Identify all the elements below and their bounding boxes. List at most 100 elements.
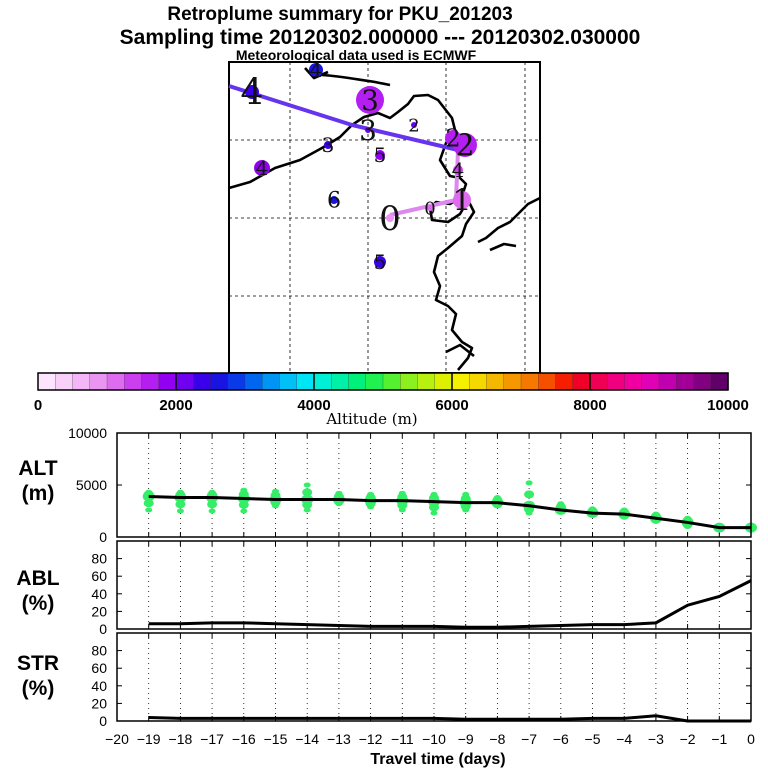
colorbar-cell [124, 372, 143, 391]
colorbar-cell [262, 372, 281, 391]
y-tick-label: 60 [91, 660, 107, 676]
colorbar-cell [227, 372, 246, 391]
x-tick-labels: −20 −19 −18 −17 −16 −15 −14 −13 −12 −11 −10 −9 −8 −7−… [105, 731, 755, 747]
colorbar-cell [313, 372, 332, 391]
altitude-scatter-dot [335, 490, 343, 496]
x-tick-label: −12 [359, 731, 383, 747]
colorbar-cell [193, 372, 212, 391]
altitude-scatter-dot [145, 489, 153, 495]
x-tick-label: −11 [391, 731, 414, 747]
x-tick-label: 0 [747, 731, 755, 747]
figure-title: Retroplume summary for PKU_201203 [167, 4, 512, 25]
altitude-scatter-dot [557, 501, 565, 507]
cluster-age-label: 4 [452, 158, 465, 182]
cluster-age-label: 5 [374, 143, 387, 167]
mean-track-main [228, 84, 459, 152]
colorbar-cell [486, 372, 505, 391]
cluster-dot [427, 205, 433, 211]
colorbar-cell [503, 372, 522, 391]
colorbar-cell [158, 372, 177, 391]
y-tick-label: 40 [91, 678, 107, 694]
colorbar-cell [572, 372, 591, 391]
y-tick-label: 10000 [68, 425, 107, 441]
colorbar-tick-label: 6000 [435, 397, 468, 414]
altitude-scatter-dot [176, 508, 184, 514]
x-tick-label: −9 [458, 731, 474, 747]
colorbar-cell [244, 372, 263, 391]
x-tick-label: −13 [327, 731, 351, 747]
altitude-scatter-dot [238, 490, 249, 499]
colorbar-cell [348, 372, 367, 391]
x-tick-label: −5 [585, 731, 601, 747]
cluster-dot [245, 85, 259, 99]
y-tick-label: 80 [91, 643, 107, 659]
altitude-scatter-dot [430, 491, 438, 497]
colorbar-cell [451, 372, 470, 391]
x-tick-label: −17 [200, 731, 224, 747]
cluster-dot [453, 191, 471, 209]
colorbar-cell [37, 372, 56, 391]
colorbar-cell [89, 372, 108, 391]
x-tick-label: −6 [553, 731, 569, 747]
y-tick-label: 0 [99, 713, 107, 729]
x-tick-label: −7 [521, 731, 537, 747]
x-tick-label: −16 [232, 731, 256, 747]
x-tick-label: −8 [489, 731, 505, 747]
colorbar-cell [175, 372, 194, 391]
sampling-time: Sampling time 20120302.000000 --- 201203… [120, 26, 641, 49]
altitude-scatter-dot [208, 489, 216, 495]
cluster-age-label: 2 [408, 115, 419, 136]
y-tick-label: 60 [91, 568, 107, 584]
colorbar-cell [624, 372, 643, 391]
altitude-scatter-dot [207, 500, 218, 509]
colorbar-cell [331, 372, 350, 391]
colorbar-cells [37, 372, 729, 391]
alt-label-line1: ALT [18, 457, 57, 480]
mean-altitude-line [148, 494, 751, 530]
abl-label-line2: (%) [22, 592, 55, 615]
altitude-scatter-dot [460, 494, 471, 503]
y-tick-label: 0 [99, 529, 107, 545]
cluster-dot [375, 150, 385, 160]
map-frame [228, 61, 541, 374]
colorbar-tick-label: 10000 [707, 397, 749, 414]
cluster-dot [411, 122, 417, 128]
cluster-dot [254, 160, 270, 176]
colorbar-tick-label: 8000 [573, 397, 606, 414]
colorbar-cell [676, 372, 695, 391]
colorbar-label: Altitude (m) [325, 410, 417, 428]
colorbar-cell [469, 372, 488, 391]
altitude-scatter-dot [143, 499, 154, 508]
altitude-scatter-dot [176, 489, 184, 495]
met-data-note: Meteorological data used is ECMWF [236, 47, 477, 63]
altitude-scatter-dot [175, 500, 186, 509]
colorbar-tick-label: 0 [34, 397, 42, 414]
x-tick-label: −4 [616, 731, 632, 747]
colorbar-ticks: 0 2000 4000 6000 8000 10000 [34, 373, 749, 414]
altitude-scatter-dot [398, 490, 406, 496]
cluster-dot [386, 214, 394, 222]
altitude-scatter-dot [303, 507, 311, 513]
altitude-scatter-dot [272, 488, 279, 494]
colorbar-cell [365, 372, 384, 391]
colorbar-cell [417, 372, 436, 391]
panel-frame [116, 540, 752, 630]
altitude-scatter-dot [524, 490, 535, 499]
colorbar-cell [296, 372, 315, 391]
cluster-age-label: 1 [452, 184, 471, 219]
str-label-line2: (%) [22, 677, 55, 700]
y-tick-label: 0 [99, 621, 107, 637]
str-line [148, 714, 751, 723]
cluster-age-label: 4 [310, 58, 323, 82]
altitude-scatter-dot [367, 491, 375, 497]
altitude-scatter-dot [430, 510, 438, 516]
colorbar-cell [279, 372, 298, 391]
alt-label-line2: (m) [22, 482, 55, 505]
altitude-scatter-dot [684, 515, 692, 521]
cluster-age-label: 4 [241, 73, 264, 114]
altitude-scatter-dot [525, 480, 533, 486]
